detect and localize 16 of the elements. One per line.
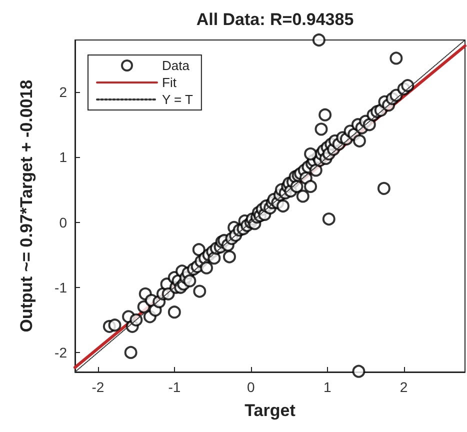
x-tick-label: 2	[400, 379, 408, 395]
y-tick-label: 0	[59, 214, 68, 230]
legend-label: Y = T	[162, 92, 194, 107]
y-tick-label: 1	[59, 149, 68, 166]
x-axis-title: Target	[244, 401, 296, 420]
legend-label: Fit	[162, 75, 177, 90]
x-tick-label: 0	[246, 379, 255, 395]
legend-label: Data	[162, 58, 190, 73]
y-axis-title: Output ~= 0.97*Target + -0.0018	[17, 80, 36, 332]
x-tick-label: 1	[323, 379, 332, 395]
y-tick-label: -2	[54, 344, 68, 360]
x-tick-label: -1	[168, 379, 181, 395]
chart-title: All Data: R=0.94385	[196, 10, 354, 29]
x-tick-label: -2	[92, 379, 104, 395]
y-tick-label: -1	[54, 279, 68, 296]
y-tick-label: 2	[59, 84, 68, 100]
